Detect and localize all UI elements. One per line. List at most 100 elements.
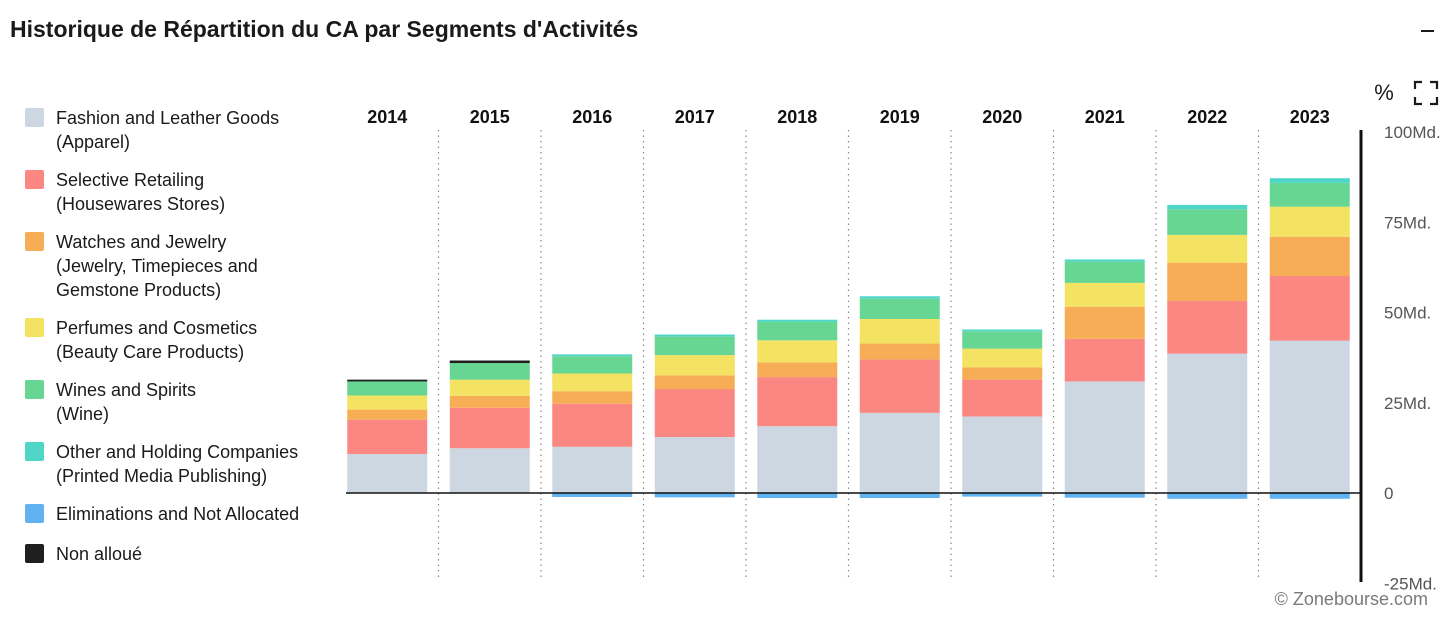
bar-segment xyxy=(552,373,633,392)
percent-toggle-button[interactable]: % xyxy=(1374,80,1394,105)
bar-segment xyxy=(1064,306,1145,339)
bar-segment xyxy=(962,379,1043,417)
legend-swatch xyxy=(25,318,44,337)
bar-segment xyxy=(1167,353,1248,493)
legend-item[interactable]: Watches and Jewelry (Jewelry, Timepieces… xyxy=(25,230,325,302)
bar-segment xyxy=(1064,261,1145,283)
legend-swatch xyxy=(25,380,44,399)
bar-segment xyxy=(1064,282,1145,307)
bar-segment xyxy=(347,419,428,455)
bar-segment xyxy=(1167,209,1248,235)
legend-label: Selective Retailing (Housewares Stores) xyxy=(56,170,226,214)
y-tick-label: 25Md. xyxy=(1384,394,1431,413)
bar-segment xyxy=(1167,300,1248,354)
legend-label: Eliminations and Not Allocated xyxy=(56,504,300,524)
category-label: 2017 xyxy=(675,107,715,127)
bar-segment xyxy=(1269,276,1350,341)
legend-item[interactable]: Other and Holding Companies (Printed Med… xyxy=(25,440,325,488)
bar-segment xyxy=(1167,234,1248,263)
legend-item[interactable]: Non alloué xyxy=(25,542,325,566)
bar-segment xyxy=(1064,338,1145,382)
bar-segment xyxy=(757,377,838,427)
bar-segment xyxy=(347,379,428,382)
legend-item[interactable]: Selective Retailing (Housewares Stores) xyxy=(25,168,325,216)
legend-swatch xyxy=(25,504,44,523)
bar-segment xyxy=(1269,236,1350,277)
legend-swatch xyxy=(25,544,44,563)
bar-segment xyxy=(654,355,735,376)
legend-swatch xyxy=(25,170,44,189)
bar-segment xyxy=(859,412,940,493)
bar-segment xyxy=(757,426,838,493)
chart-title: Historique de Répartition du CA par Segm… xyxy=(10,16,639,42)
bar-segment xyxy=(654,389,735,438)
category-label: 2023 xyxy=(1290,107,1330,127)
bar-segment xyxy=(654,334,735,337)
bar-segment xyxy=(962,493,1043,497)
bar-segment xyxy=(859,493,940,499)
bar-segment xyxy=(449,448,530,493)
bar-segment xyxy=(962,331,1043,349)
legend-item[interactable]: Perfumes and Cosmetics (Beauty Care Prod… xyxy=(25,316,325,364)
fullscreen-button[interactable] xyxy=(1413,80,1439,106)
minimize-button[interactable] xyxy=(1417,18,1439,40)
legend-swatch xyxy=(25,232,44,251)
category-label: 2019 xyxy=(880,107,920,127)
category-label: 2015 xyxy=(470,107,510,127)
fullscreen-icon xyxy=(1413,80,1439,106)
legend-label: Non alloué xyxy=(56,544,143,564)
legend-item[interactable]: Fashion and Leather Goods (Apparel) xyxy=(25,106,325,154)
bar-segment xyxy=(757,319,838,322)
bar-segment xyxy=(859,343,940,360)
y-tick-label: 100Md. xyxy=(1384,123,1441,142)
bar-segment xyxy=(757,321,838,341)
bar-segment xyxy=(1269,178,1350,183)
bar-segment xyxy=(1269,340,1350,493)
bar-segment xyxy=(757,493,838,499)
bar-segment xyxy=(449,395,530,408)
bar-segment xyxy=(1269,206,1350,237)
bar-segment xyxy=(859,298,940,319)
bar-segment xyxy=(962,348,1043,368)
bar-segment xyxy=(552,403,633,447)
bar-segment xyxy=(654,375,735,390)
bar-segment xyxy=(347,409,428,420)
bar-segment xyxy=(552,354,633,357)
bar-segment xyxy=(449,407,530,449)
legend-item[interactable]: Eliminations and Not Allocated xyxy=(25,502,325,526)
y-tick-label: 50Md. xyxy=(1384,304,1431,323)
watermark: © Zonebourse.com xyxy=(1274,589,1428,609)
bar-segment xyxy=(859,318,940,344)
bar-segment xyxy=(757,362,838,378)
bar-segment xyxy=(962,329,1043,332)
category-label: 2016 xyxy=(572,107,612,127)
bar-segment xyxy=(1167,262,1248,301)
category-label: 2021 xyxy=(1085,107,1125,127)
legend-label: Watches and Jewelry (Jewelry, Timepieces… xyxy=(56,232,258,300)
bar-segment xyxy=(962,367,1043,380)
bar-segment xyxy=(347,395,428,410)
bar-segment xyxy=(1167,493,1248,499)
bar-segment xyxy=(654,336,735,356)
bar-segment xyxy=(449,363,530,380)
y-tick-label: 0 xyxy=(1384,484,1393,503)
bar-segment xyxy=(552,493,633,497)
bar-segment xyxy=(1064,259,1145,262)
bar-segment xyxy=(1167,204,1248,210)
bar-segment xyxy=(347,454,428,493)
bar-segment xyxy=(552,446,633,493)
legend-item[interactable]: Wines and Spirits (Wine) xyxy=(25,378,325,426)
bar-segment xyxy=(1269,182,1350,207)
category-label: 2014 xyxy=(367,107,407,127)
category-label: 2018 xyxy=(777,107,817,127)
bar-segment xyxy=(552,356,633,374)
legend-label: Wines and Spirits (Wine) xyxy=(56,380,197,424)
legend-label: Perfumes and Cosmetics (Beauty Care Prod… xyxy=(56,318,258,362)
chart-legend: Fashion and Leather Goods (Apparel) Selec… xyxy=(25,106,325,566)
y-tick-label: 75Md. xyxy=(1384,213,1431,232)
bar-segment xyxy=(552,391,633,404)
legend-label: Other and Holding Companies (Printed Med… xyxy=(56,442,299,486)
bar-segment xyxy=(1269,493,1350,499)
bar-segment xyxy=(654,493,735,498)
